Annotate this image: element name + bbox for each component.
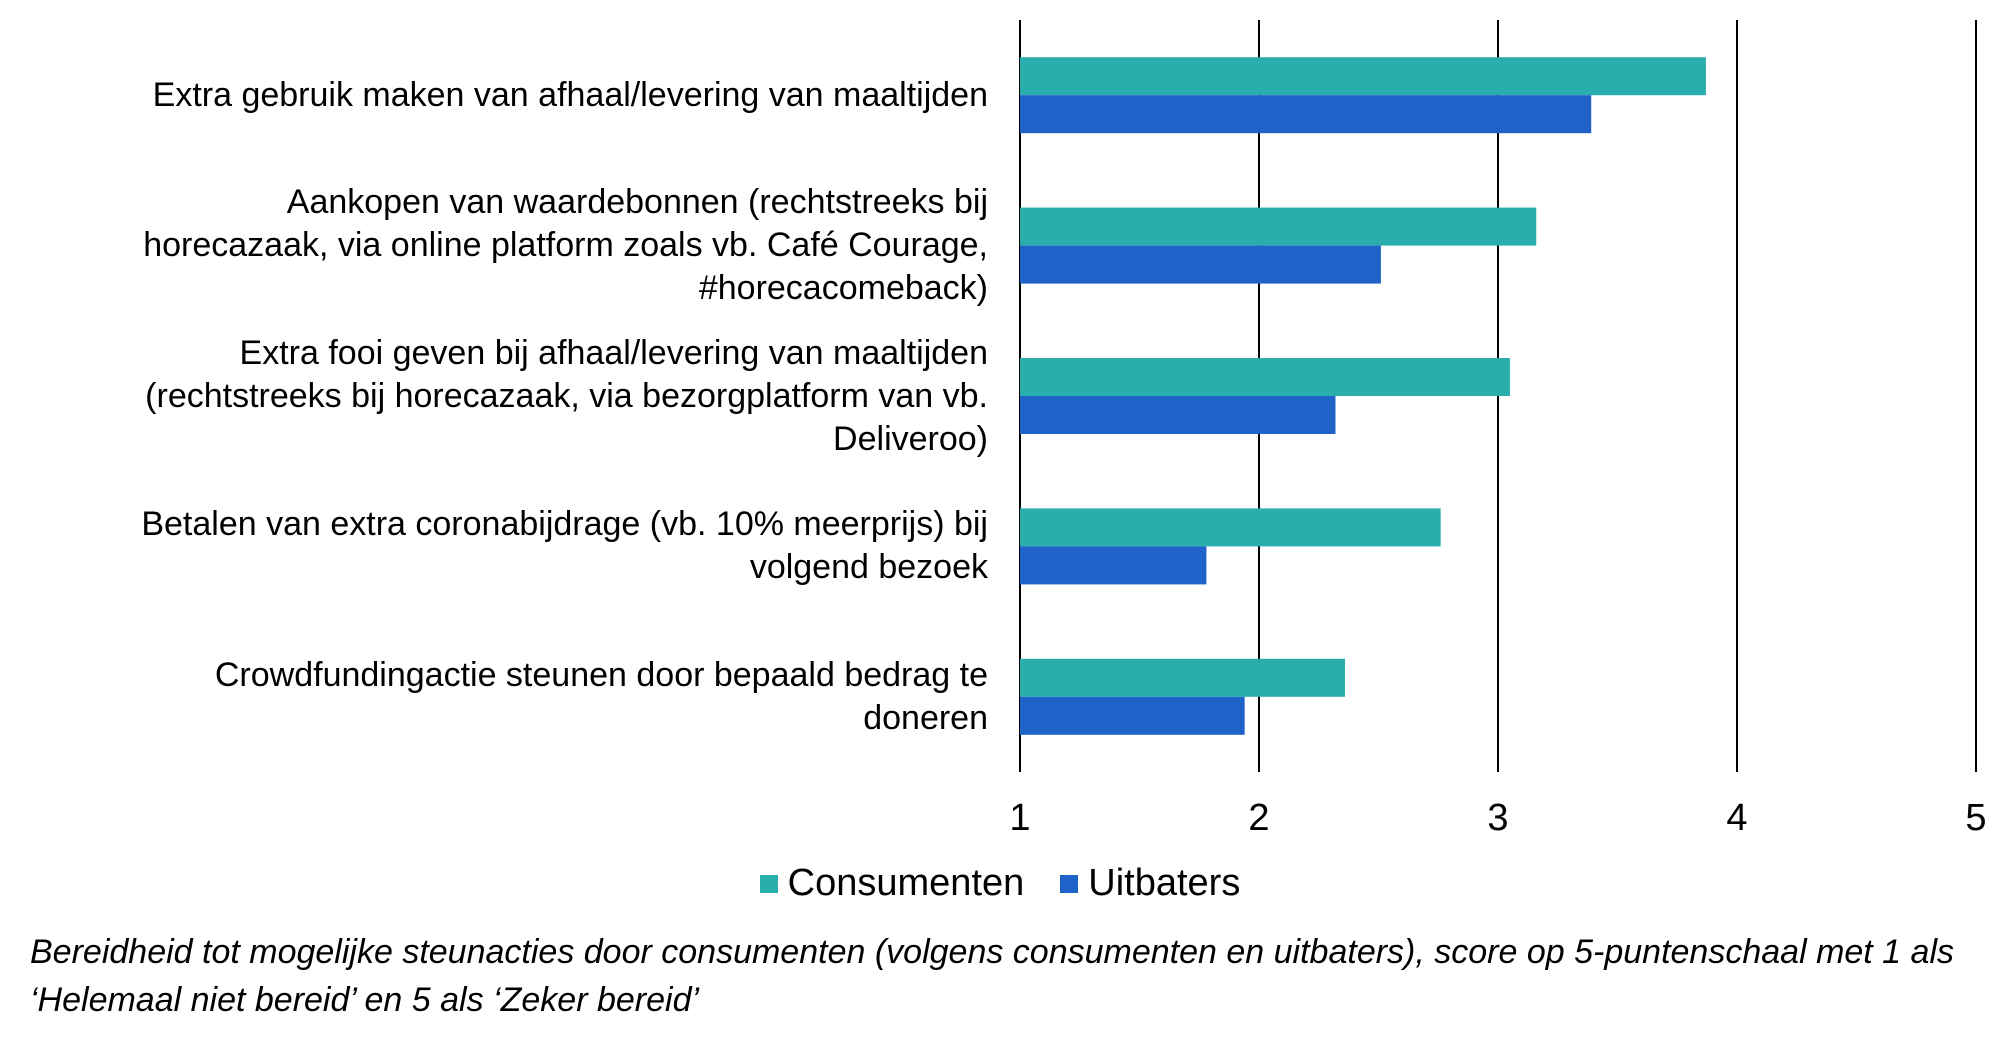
category-label: Aankopen van waardebonnen (rechtstreeks … — [143, 183, 988, 308]
legend-item-uitbaters: Uitbaters — [1060, 862, 1240, 905]
bar-consumenten-4 — [1020, 658, 1346, 697]
bar-consumenten-3 — [1020, 508, 1441, 547]
legend-swatch-uitbaters — [1060, 874, 1079, 893]
chart-plot: 1 2 3 4 5 — [1009, 20, 1987, 839]
legend-label-consumenten: Consumenten — [787, 862, 1025, 904]
category-label: Betalen van extra coronabijdrage (vb. 10… — [141, 505, 988, 587]
bar-uitbaters-2 — [1020, 396, 1336, 434]
bar-uitbaters-1 — [1020, 245, 1381, 284]
legend-swatch-consumenten — [759, 874, 778, 893]
x-tick-label-5: 5 — [1965, 797, 1986, 839]
category-label: Extra gebruik maken van afhaal/levering … — [152, 75, 988, 114]
bar-uitbaters-0 — [1020, 95, 1592, 134]
bar-consumenten-1 — [1020, 207, 1537, 246]
legend: Consumenten Uitbaters — [0, 862, 2000, 905]
bar-consumenten-2 — [1020, 358, 1510, 396]
x-tick-label-1: 1 — [1009, 797, 1030, 839]
bar-uitbaters-4 — [1020, 696, 1245, 735]
legend-item-consumenten: Consumenten — [759, 862, 1025, 905]
x-tick-label-2: 2 — [1248, 797, 1269, 839]
category-label: Extra fooi geven bij afhaal/levering van… — [145, 333, 988, 458]
bar-consumenten-0 — [1020, 57, 1706, 96]
bar-uitbaters-3 — [1020, 546, 1207, 585]
legend-label-uitbaters: Uitbaters — [1088, 862, 1241, 904]
chart-caption: Bereidheid tot mogelijke steunacties doo… — [30, 933, 1955, 1019]
x-tick-label-4: 4 — [1726, 797, 1747, 839]
category-label: Crowdfundingactie steunen door bepaald b… — [214, 655, 988, 737]
x-tick-label-3: 3 — [1487, 797, 1508, 839]
